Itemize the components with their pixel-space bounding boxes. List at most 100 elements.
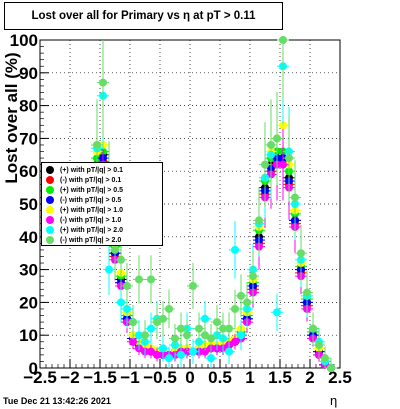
data-point xyxy=(231,245,239,254)
legend-marker-icon xyxy=(46,166,54,174)
data-point xyxy=(285,154,293,163)
data-point xyxy=(141,331,149,340)
x-tick-label: −2.5 xyxy=(23,368,57,387)
x-axis-label: η xyxy=(330,393,338,408)
data-point xyxy=(165,354,173,363)
legend-item: (-) with pT/|q| > 0.5 xyxy=(46,195,121,205)
data-point xyxy=(177,324,185,333)
data-point xyxy=(201,314,209,323)
legend-marker-icon xyxy=(46,216,54,224)
data-point xyxy=(195,324,203,333)
y-tick-label: 100 xyxy=(10,31,38,50)
data-point xyxy=(189,282,197,290)
data-point xyxy=(153,318,161,327)
legend-marker-icon xyxy=(46,186,54,194)
data-point xyxy=(237,291,245,300)
data-point xyxy=(225,324,233,333)
x-tick-label: 0.5 xyxy=(208,368,232,387)
data-point xyxy=(303,288,311,297)
x-tick-label: 2 xyxy=(305,368,314,387)
data-point xyxy=(273,308,281,317)
y-tick-label: 0 xyxy=(29,359,38,378)
data-point xyxy=(189,347,197,356)
y-tick-label: 20 xyxy=(19,293,38,312)
data-point xyxy=(147,275,155,284)
data-point xyxy=(105,265,113,274)
data-point xyxy=(207,354,215,363)
legend-item: (+) with pT/|q| > 2.0 xyxy=(46,225,123,235)
timestamp: Tue Dec 21 13:42:26 2021 xyxy=(3,396,111,406)
data-point xyxy=(147,347,155,356)
legend-label: (+) with pT/|q| > 1.0 xyxy=(60,206,124,214)
data-point xyxy=(159,314,167,323)
data-point xyxy=(117,298,125,307)
legend-item: (-) with pT/|q| > 0.1 xyxy=(46,175,121,185)
y-tick-label: 10 xyxy=(19,326,38,345)
x-tick-label: 1 xyxy=(245,368,254,387)
data-point xyxy=(267,140,275,149)
y-axis-label: Lost over all (%) xyxy=(2,52,21,184)
y-tick-label: 80 xyxy=(19,97,38,116)
data-point xyxy=(273,134,281,143)
data-point xyxy=(123,282,131,290)
data-point xyxy=(231,337,239,346)
data-point xyxy=(207,334,215,343)
data-point xyxy=(213,318,221,327)
data-point xyxy=(231,304,239,313)
data-point xyxy=(243,298,251,307)
data-point xyxy=(255,216,263,225)
x-tick-label: 1.5 xyxy=(268,368,292,387)
legend-item: (-) with pT/|q| > 1.0 xyxy=(46,215,121,225)
data-point xyxy=(117,255,125,264)
legend-marker-icon xyxy=(46,196,54,204)
legend-item: (+) with pT/|q| > 1.0 xyxy=(46,205,123,215)
data-point xyxy=(201,331,209,340)
y-tick-label: 70 xyxy=(19,129,38,148)
data-point xyxy=(309,324,317,333)
data-point xyxy=(111,245,119,254)
x-tick-label: −1 xyxy=(120,368,139,387)
legend-label: (-) with pT/|q| > 0.5 xyxy=(60,196,122,204)
data-point xyxy=(291,193,299,202)
legend-item: (-) with pT/|q| > 2.0 xyxy=(46,235,121,245)
x-tick-label: −0.5 xyxy=(143,368,177,387)
data-point xyxy=(129,337,137,346)
data-point xyxy=(315,341,323,350)
data-point xyxy=(99,78,107,87)
data-point xyxy=(279,121,287,130)
data-point xyxy=(177,350,185,359)
data-point xyxy=(183,331,191,340)
y-tick-label: 50 xyxy=(19,195,38,214)
data-point xyxy=(279,36,287,44)
data-point xyxy=(201,347,209,356)
legend-label: (+) with pT/|q| > 0.5 xyxy=(60,186,124,194)
legend-marker-icon xyxy=(46,236,54,244)
chart-title-box: Lost over all for Primary vs η at pT > 0… xyxy=(4,2,283,30)
legend: (+) with pT/|q| > 0.1 (-) with pT/|q| > … xyxy=(41,162,163,246)
data-point xyxy=(279,160,287,169)
legend-item: (+) with pT/|q| > 0.1 xyxy=(46,165,123,175)
legend-item: (+) with pT/|q| > 0.5 xyxy=(46,185,123,195)
legend-label: (-) with pT/|q| > 2.0 xyxy=(60,236,122,244)
data-point xyxy=(225,347,233,356)
data-point xyxy=(165,304,173,313)
legend-label: (+) with pT/|q| > 2.0 xyxy=(60,226,124,234)
data-point xyxy=(135,275,143,284)
legend-marker-icon xyxy=(46,206,54,214)
x-tick-label: −1.5 xyxy=(83,368,117,387)
legend-marker-icon xyxy=(46,176,54,184)
data-point xyxy=(321,354,329,363)
data-point xyxy=(297,249,305,258)
data-point xyxy=(147,324,155,333)
data-point xyxy=(237,331,245,340)
data-point xyxy=(327,364,335,372)
data-point xyxy=(159,344,167,353)
legend-label: (-) with pT/|q| > 0.1 xyxy=(60,176,122,184)
legend-label: (+) with pT/|q| > 0.1 xyxy=(60,166,124,174)
legend-label: (-) with pT/|q| > 1.0 xyxy=(60,216,122,224)
x-tick-label: 2.5 xyxy=(328,368,352,387)
x-tick-label: 0 xyxy=(185,368,194,387)
chart-title: Lost over all for Primary vs η at pT > 0… xyxy=(31,10,256,22)
legend-marker-icon xyxy=(46,226,54,234)
